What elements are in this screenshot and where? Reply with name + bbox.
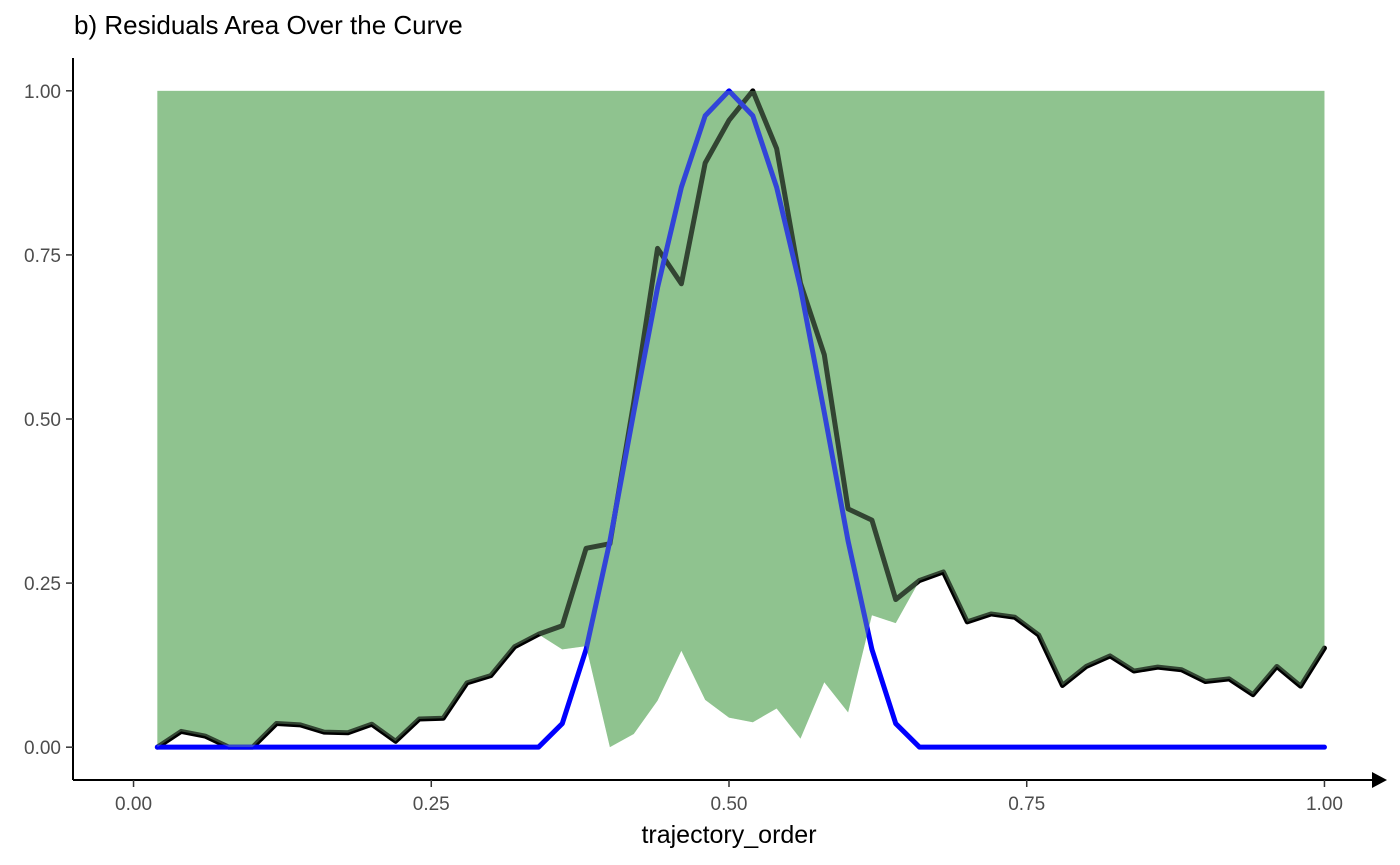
x-axis-title: trajectory_order	[641, 821, 816, 849]
area-layer	[157, 90, 1325, 748]
x-tick-label: 0.25	[413, 794, 450, 815]
y-tick-label: 0.00	[24, 738, 61, 759]
x-tick-label: 1.00	[1306, 794, 1343, 815]
tick-layer: 0.00 0.25 0.50 0.75 1.00 0.00 0.25 0.50 0.75 1.00	[24, 82, 1343, 815]
x-tick-label: 0.50	[711, 794, 748, 815]
y-tick-label: 1.00	[24, 82, 61, 103]
x-tick-label: 0.00	[115, 794, 152, 815]
chart-title: b) Residuals Area Over the Curve	[74, 10, 463, 40]
y-tick-label: 0.75	[24, 246, 61, 267]
x-tick-label: 0.75	[1008, 794, 1045, 815]
y-tick-label: 0.50	[24, 410, 61, 431]
residual-area-overlay	[157, 90, 1325, 748]
fitted-line	[154, 88, 1327, 750]
x-axis-arrowhead	[1372, 772, 1387, 788]
y-tick-label: 0.25	[24, 574, 61, 595]
residual-area	[157, 90, 1325, 748]
line-layer	[154, 88, 1327, 750]
